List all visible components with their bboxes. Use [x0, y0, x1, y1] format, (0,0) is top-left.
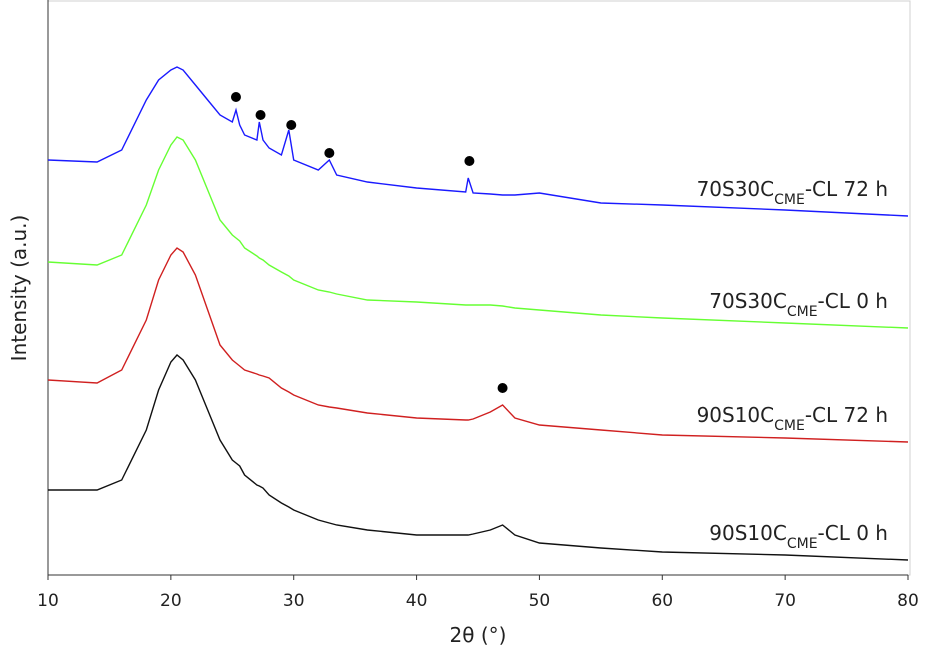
series-label-part: -CL 72 h [805, 177, 888, 201]
x-tick-label: 10 [37, 591, 59, 611]
plot-frame [47, 0, 911, 576]
series-label-part: 70S30C [697, 177, 775, 201]
peak-marker [464, 156, 475, 166]
series-label: 70S30CCME-CL 72 h [697, 177, 888, 208]
peak-marker [497, 383, 508, 393]
peak-marker [230, 92, 241, 102]
x-tick-label: 20 [160, 591, 182, 611]
series-label-part: CME [774, 418, 805, 434]
series-label: 90S10CCME-CL 0 h [709, 521, 888, 552]
series-label-part: -CL 0 h [818, 289, 888, 313]
series-label-part: 90S10C [697, 403, 775, 427]
series-line [47, 247, 909, 443]
x-tick-label: 40 [406, 591, 428, 611]
series-label-part: CME [787, 536, 818, 552]
series-label-part: -CL 72 h [805, 403, 888, 427]
series-label-part: -CL 0 h [818, 521, 888, 545]
series-label-part: 70S30C [709, 289, 787, 313]
x-tick-label: 50 [529, 591, 551, 611]
x-tick-label: 70 [774, 591, 796, 611]
series-label-part: CME [787, 304, 818, 320]
peak-marker [286, 120, 297, 130]
peak-marker [255, 110, 266, 120]
x-tick-label: 60 [651, 591, 673, 611]
x-axis-label: 2θ (°) [450, 623, 507, 647]
series-label: 70S30CCME-CL 0 h [709, 289, 888, 320]
series-label: 90S10CCME-CL 72 h [697, 403, 888, 434]
x-tick-label: 80 [897, 591, 919, 611]
series-line [47, 136, 909, 329]
series-label-part: CME [774, 192, 805, 208]
y-axis-label: Intensity (a.u.) [7, 215, 31, 362]
series-label-part: 90S10C [709, 521, 787, 545]
series-line [47, 66, 909, 217]
peak-marker [324, 148, 335, 158]
series-line [48, 354, 909, 561]
x-tick-label: 30 [283, 591, 305, 611]
